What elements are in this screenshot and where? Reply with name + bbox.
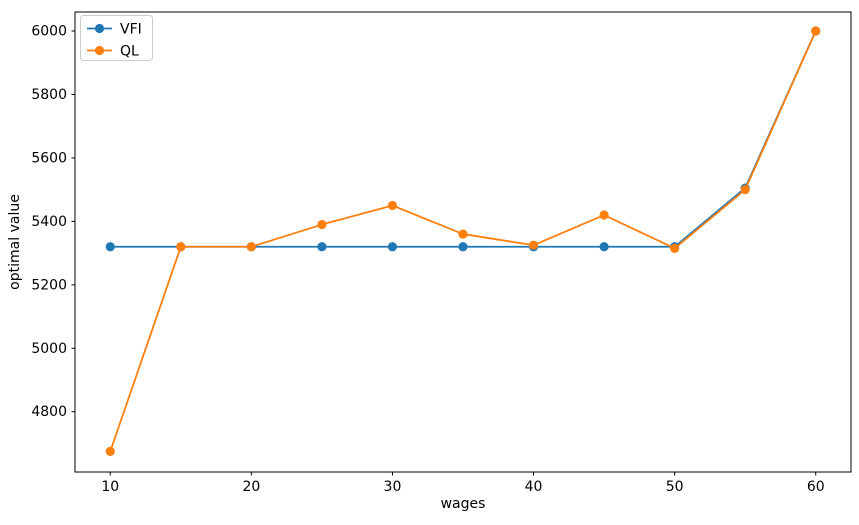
y-axis-label: optimal value bbox=[7, 194, 23, 290]
y-tick-label: 6000 bbox=[31, 24, 67, 40]
y-tick-label: 5600 bbox=[31, 150, 67, 166]
series-QL-line bbox=[109, 30, 817, 452]
x-tick-label: 30 bbox=[384, 479, 402, 495]
plot-area bbox=[74, 11, 852, 473]
series-VFI-point bbox=[105, 242, 115, 252]
legend-QL-label: QL bbox=[120, 44, 139, 60]
legend-QL-marker bbox=[94, 45, 105, 56]
axis-ticks: 10 20 30 40 50 60 4800 5000 5200 5400 5600 5800 6000 bbox=[31, 24, 824, 495]
series-VFI-line bbox=[110, 30, 817, 248]
series-QL-point bbox=[458, 229, 468, 239]
axes-spines bbox=[74, 11, 852, 473]
legend-VFI-label: VFI bbox=[120, 22, 142, 38]
series-VFI-point bbox=[387, 242, 398, 252]
x-axis-label: wages bbox=[441, 496, 486, 512]
series-QL-point bbox=[670, 243, 680, 253]
x-tick-label: 60 bbox=[807, 479, 825, 495]
series-QL-point bbox=[740, 185, 750, 195]
y-tick-label: 5800 bbox=[31, 87, 67, 103]
series-layer bbox=[105, 26, 821, 456]
legend: VFI QL bbox=[80, 15, 153, 61]
series-QL-point bbox=[811, 26, 821, 36]
series-QL-point bbox=[176, 242, 186, 252]
series-QL-point bbox=[387, 200, 398, 211]
series-VFI-point bbox=[458, 242, 468, 252]
x-tick-label: 40 bbox=[525, 479, 543, 495]
x-tick-label: 10 bbox=[101, 479, 119, 495]
y-tick-label: 5000 bbox=[31, 341, 67, 357]
series-VFI-point bbox=[599, 242, 609, 252]
y-tick-label: 4800 bbox=[31, 404, 67, 420]
series-VFI-point bbox=[317, 242, 327, 252]
series-QL-point bbox=[528, 240, 539, 250]
y-tick-label: 5200 bbox=[31, 277, 67, 293]
x-tick-label: 50 bbox=[666, 479, 684, 495]
x-tick-label: 20 bbox=[242, 479, 260, 495]
y-tick-label: 5400 bbox=[31, 214, 67, 230]
legend-VFI-marker bbox=[94, 23, 105, 34]
series-QL-point bbox=[599, 210, 609, 220]
series-QL-point bbox=[246, 242, 256, 252]
series-QL-point bbox=[317, 219, 327, 230]
series-QL-point bbox=[105, 446, 115, 456]
